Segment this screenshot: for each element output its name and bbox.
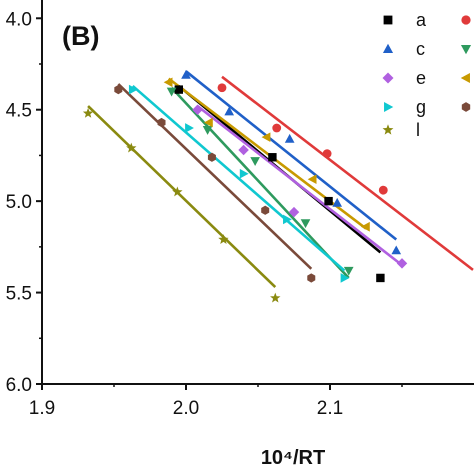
legend-marker <box>461 102 471 112</box>
legend-label: g <box>416 97 426 117</box>
data-point <box>307 174 317 185</box>
data-point <box>324 196 333 206</box>
y-tick-label: 4.5 <box>6 101 32 122</box>
data-point <box>163 77 173 88</box>
data-point <box>82 107 94 118</box>
legend-label: l <box>416 120 420 140</box>
legend-label: e <box>416 68 426 88</box>
data-point <box>396 258 408 269</box>
legend-marker <box>460 45 472 55</box>
fit-line-3 <box>185 70 398 241</box>
panel-label: (B) <box>62 21 99 51</box>
data-point <box>283 214 292 225</box>
data-point <box>272 123 282 133</box>
data-point <box>288 206 300 218</box>
data-point <box>157 117 166 128</box>
legend-marker <box>382 43 394 53</box>
legend-marker <box>384 101 394 113</box>
data-point <box>239 168 249 179</box>
fit-line-6 <box>167 77 367 230</box>
data-point <box>185 123 194 133</box>
legend-marker <box>461 15 471 25</box>
fit-line-2 <box>221 75 474 271</box>
fit-lines <box>87 70 474 289</box>
fit-line-8 <box>117 83 313 270</box>
data-point <box>391 245 402 255</box>
legend-label: a <box>416 10 427 30</box>
data-point <box>300 219 311 229</box>
fit-line-4 <box>170 86 350 279</box>
x-axis-title: 10⁴/RT <box>261 447 325 469</box>
data-point <box>270 292 281 303</box>
data-point <box>376 273 385 283</box>
data-point <box>181 69 191 79</box>
data-point <box>207 152 216 162</box>
data-point <box>166 87 177 97</box>
data-point <box>340 273 350 283</box>
data-point <box>192 104 203 115</box>
axes: 1.9 2.0 2.1 4.0 4.5 5.0 5.5 6.0 <box>6 0 474 419</box>
fit-line-9 <box>87 105 277 289</box>
data-point <box>322 149 332 159</box>
data-point <box>114 84 123 95</box>
data-point <box>360 221 370 232</box>
data-point <box>261 205 270 215</box>
data-point <box>128 84 138 95</box>
data-point <box>126 142 137 153</box>
data-point <box>250 157 260 166</box>
data-point <box>238 144 249 156</box>
data-point <box>174 85 183 94</box>
legend-marker <box>382 124 394 135</box>
legend-marker <box>382 72 394 84</box>
x-tick-label: 2.1 <box>317 398 343 419</box>
x-tick-label: 1.9 <box>29 398 55 419</box>
data-point <box>202 126 213 135</box>
y-tick-label: 5.5 <box>6 284 32 305</box>
data-points <box>82 69 408 303</box>
legend-marker <box>460 72 470 84</box>
data-point <box>224 106 235 116</box>
x-tick-label: 2.0 <box>173 398 199 419</box>
data-point <box>268 153 277 162</box>
data-point <box>307 273 316 283</box>
fit-line-7 <box>131 84 346 272</box>
fit-line-5 <box>196 105 403 267</box>
data-point <box>261 132 271 142</box>
y-tick-label: 4.0 <box>6 9 32 30</box>
data-point <box>172 186 183 197</box>
data-point <box>378 185 388 195</box>
data-point <box>343 266 354 276</box>
legend-label: c <box>416 39 425 59</box>
y-tick-label: 6.0 <box>6 375 32 396</box>
data-point <box>284 133 295 143</box>
data-point <box>217 83 227 93</box>
data-point <box>204 117 213 128</box>
y-tick-label: 5.0 <box>6 192 32 213</box>
data-point <box>218 234 229 244</box>
legend-marker <box>383 15 393 25</box>
data-point <box>332 197 343 207</box>
